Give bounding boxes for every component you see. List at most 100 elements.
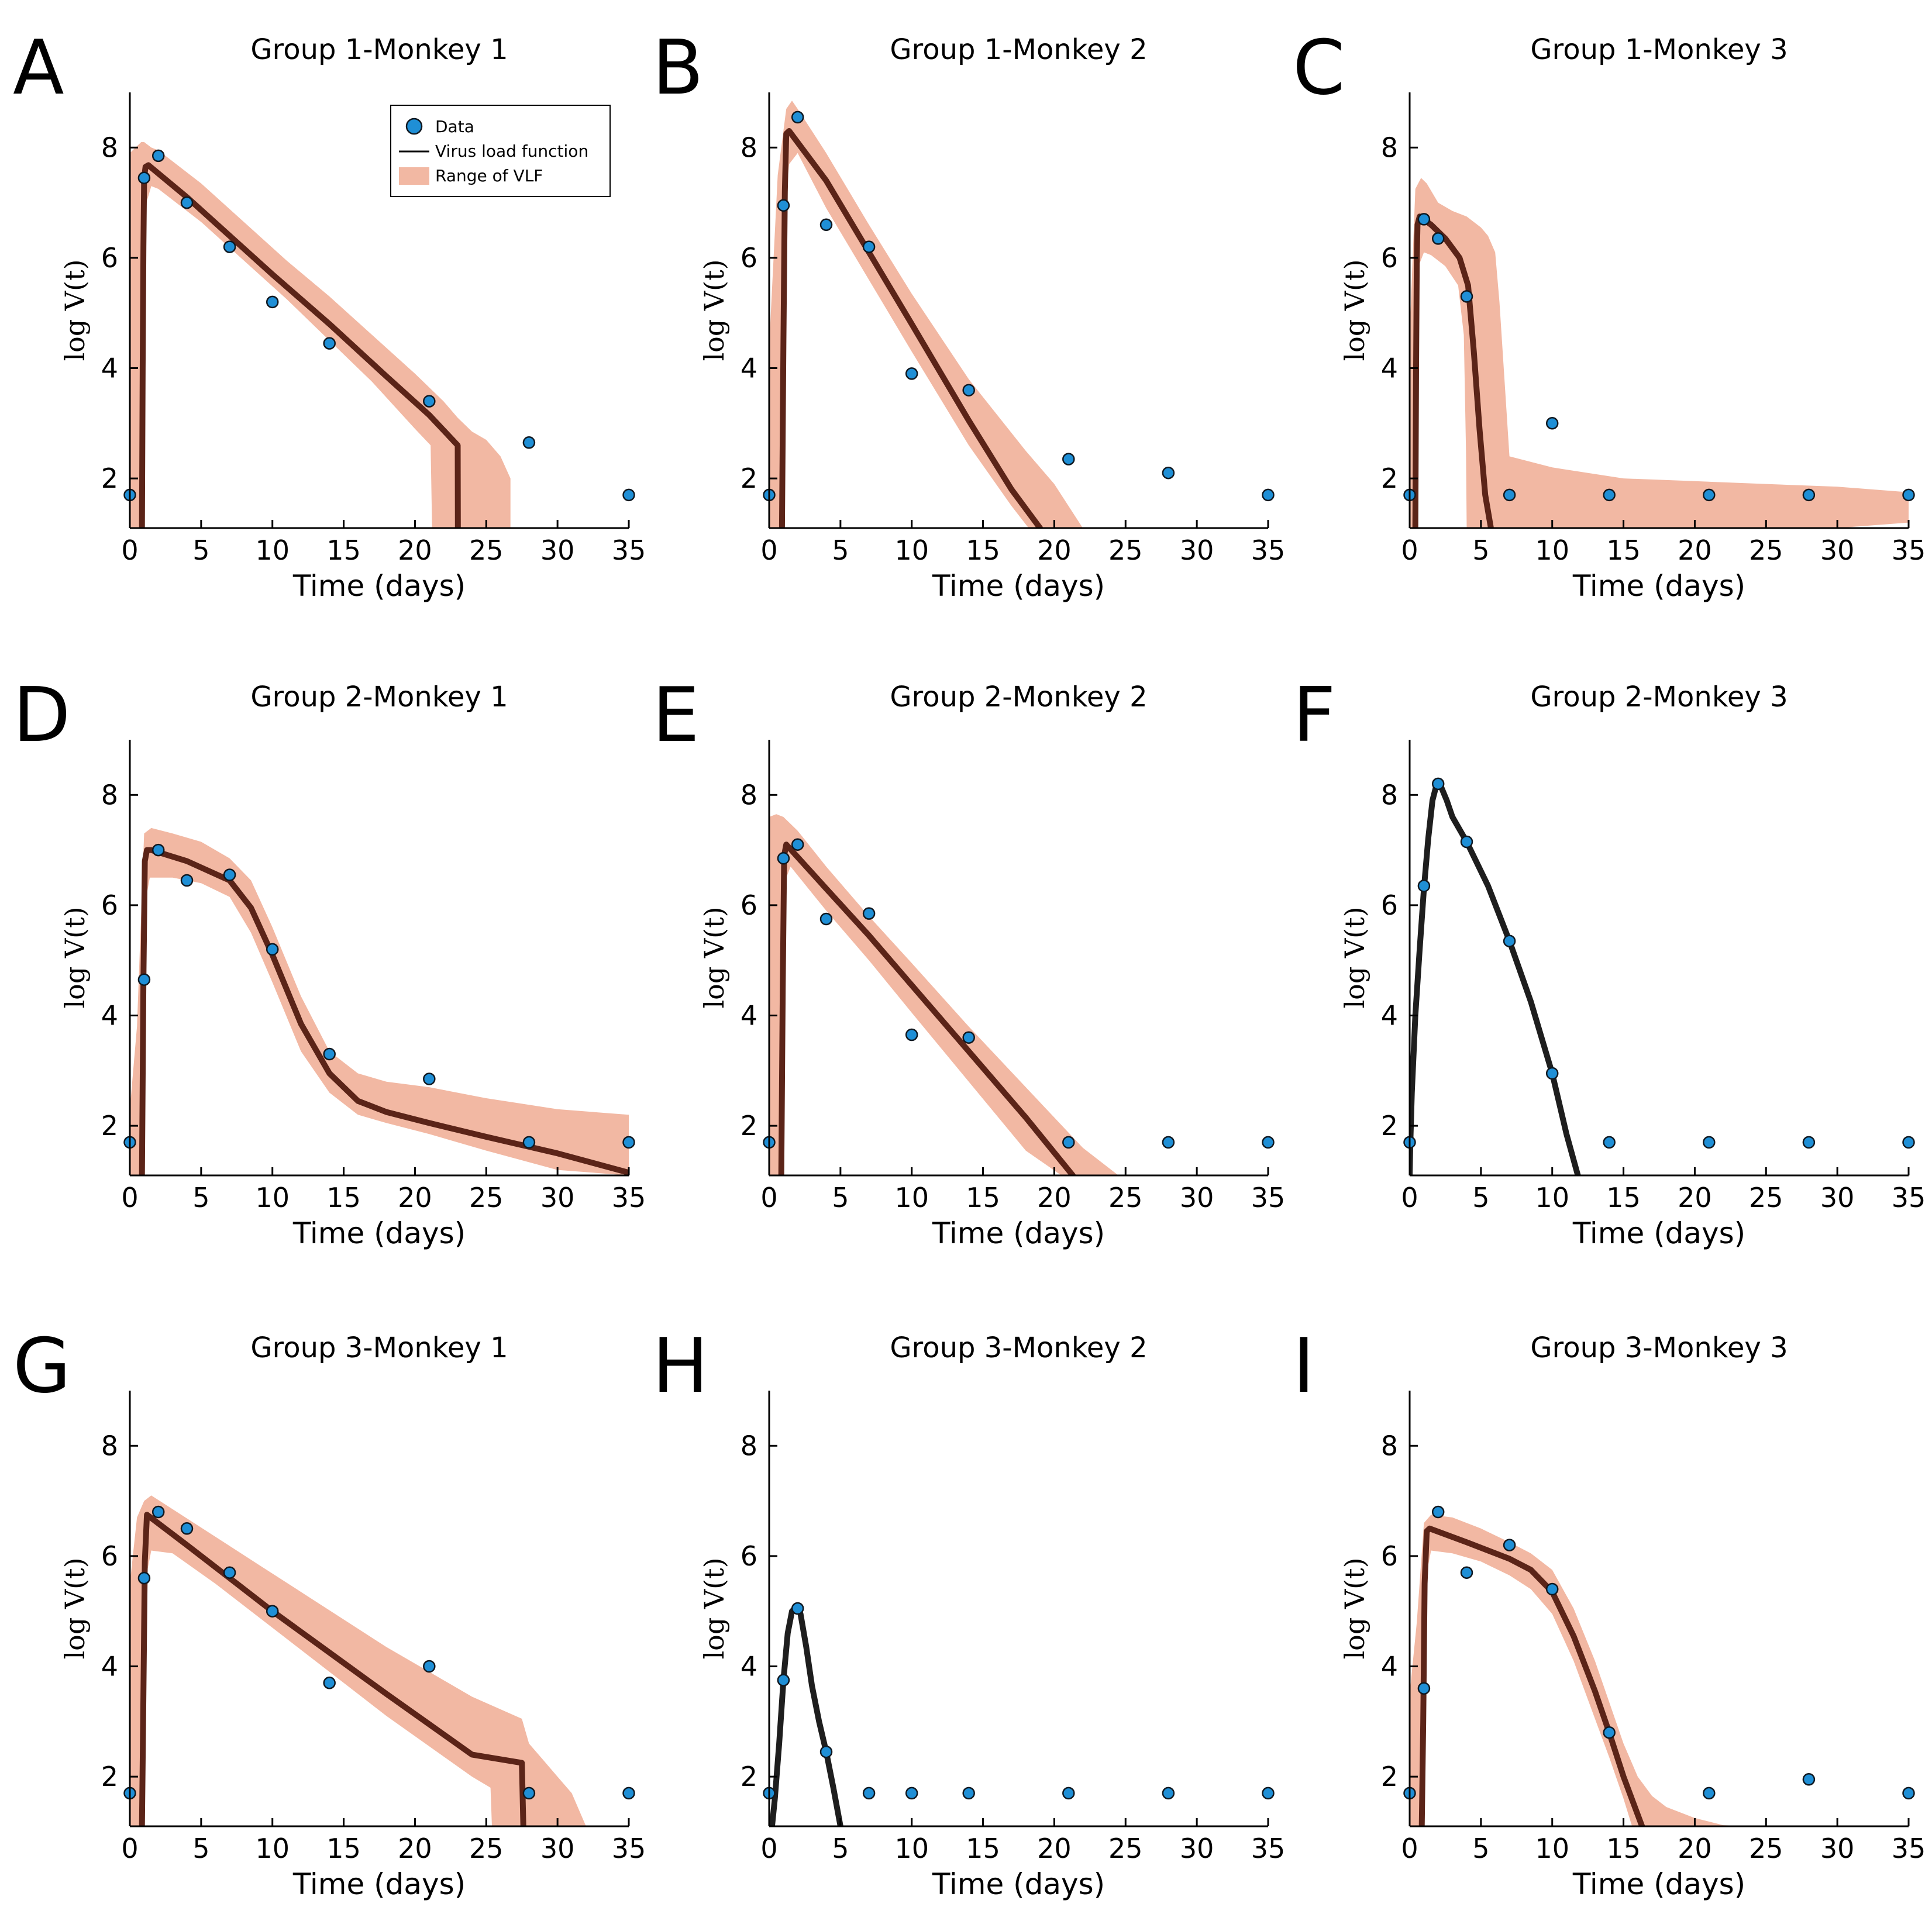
data-point [819, 218, 833, 232]
y-axis-label: log V(t) [1339, 259, 1370, 361]
x-tick-label: 15 [1606, 534, 1641, 566]
x-tick-label: 20 [1037, 534, 1072, 566]
x-tick-label: 35 [612, 1833, 646, 1864]
data-point [180, 874, 194, 887]
data-point [962, 384, 975, 396]
data-point [1460, 290, 1473, 303]
data-point [862, 1787, 876, 1800]
data-point [151, 149, 165, 163]
y-tick-label: 4 [1381, 1000, 1398, 1032]
y-tick-label: 8 [1381, 779, 1398, 811]
x-axis-label: Time (days) [932, 569, 1105, 603]
y-tick-label: 2 [101, 463, 118, 494]
x-axis-label: Time (days) [932, 1216, 1105, 1250]
panel-title: Group 2-Monkey 3 [1530, 681, 1788, 713]
x-tick-label: 25 [469, 1182, 504, 1213]
x-tick-label: 0 [1401, 1833, 1418, 1864]
data-point [423, 395, 436, 408]
data-point [1603, 1136, 1616, 1149]
data-point [522, 1787, 536, 1800]
x-tick-label: 25 [1108, 534, 1143, 566]
x-axis-label: Time (days) [1572, 1216, 1745, 1250]
x-tick-label: 0 [760, 1833, 777, 1864]
data-point [137, 171, 151, 184]
x-tick-label: 20 [1678, 1182, 1712, 1213]
data-point [791, 111, 804, 124]
y-tick-label: 2 [101, 1110, 118, 1141]
panel-letter: C [1293, 25, 1345, 112]
data-point [180, 196, 194, 209]
data-point [423, 1660, 436, 1673]
y-tick-label: 2 [1381, 1110, 1398, 1141]
y-tick-label: 2 [1381, 1761, 1398, 1792]
panel-title: Group 2-Monkey 1 [250, 681, 508, 713]
panel-letter: B [652, 25, 704, 112]
x-tick-label: 30 [540, 1833, 575, 1864]
data-point [323, 1047, 336, 1061]
y-tick-label: 6 [1381, 242, 1398, 274]
data-point [1703, 1787, 1716, 1800]
panel-letter: H [652, 1323, 708, 1410]
x-tick-label: 10 [894, 1833, 929, 1864]
range-band [1410, 1515, 1752, 1826]
y-tick-label: 2 [741, 1110, 757, 1141]
y-tick-label: 8 [101, 779, 118, 811]
x-tick-label: 0 [121, 534, 138, 566]
legend-band-label: Range of VLF [435, 166, 543, 185]
virus-load-line [778, 842, 1076, 1175]
data-point [1460, 835, 1473, 849]
data-point [1902, 1787, 1915, 1800]
y-tick-label: 4 [101, 1651, 118, 1682]
data-point [1162, 1787, 1175, 1800]
y-tick-label: 6 [101, 1540, 118, 1572]
x-tick-label: 0 [1401, 534, 1418, 566]
y-axis-label: log V(t) [59, 906, 91, 1008]
x-tick-label: 0 [760, 1182, 777, 1213]
x-tick-label: 30 [1820, 1182, 1855, 1213]
data-point [862, 907, 876, 920]
range-band [769, 814, 1119, 1175]
data-point [1062, 1787, 1075, 1800]
x-axis-label: Time (days) [1572, 569, 1745, 603]
virus-load-line [1410, 781, 1581, 1175]
data-point [622, 1136, 635, 1149]
x-tick-label: 25 [469, 1833, 504, 1864]
y-tick-label: 6 [101, 889, 118, 921]
x-tick-label: 5 [192, 534, 209, 566]
panel-letter: A [13, 25, 64, 112]
x-tick-label: 20 [398, 1833, 432, 1864]
virus-load-line [139, 162, 461, 528]
y-axis-label: log V(t) [1339, 1557, 1370, 1659]
panel-letter: E [652, 672, 700, 759]
y-tick-label: 6 [1381, 889, 1398, 921]
x-tick-label: 25 [469, 534, 504, 566]
x-tick-label: 5 [832, 1182, 849, 1213]
y-tick-label: 2 [741, 1761, 757, 1792]
virus-load-line [1418, 1525, 1645, 1826]
data-point [323, 1677, 336, 1689]
y-tick-label: 2 [1381, 463, 1398, 494]
panel-h: H Group 3-Monkey 2 0 5 10 15 20 25 30 35 2 4 6 8 Time … [652, 1323, 1285, 1901]
x-axis-label: Time (days) [292, 569, 466, 603]
data-point [423, 1072, 436, 1085]
x-tick-label: 20 [1678, 534, 1712, 566]
y-tick-label: 2 [741, 463, 757, 494]
x-tick-label: 35 [1251, 534, 1286, 566]
x-tick-label: 30 [1180, 1833, 1214, 1864]
data-point [522, 436, 536, 449]
panel-letter: I [1293, 1323, 1315, 1410]
data-point [1417, 1682, 1431, 1695]
x-tick-label: 35 [1892, 1182, 1926, 1213]
data-point [1802, 1773, 1816, 1786]
data-point [905, 1787, 918, 1800]
panel-d: D Group 2-Monkey 1 0 5 10 15 20 25 30 35 2 4 6 8 Time … [13, 672, 646, 1250]
data-point [1062, 1136, 1075, 1149]
x-tick-label: 35 [612, 1182, 646, 1213]
x-tick-label: 0 [1401, 1182, 1418, 1213]
range-band [130, 1495, 586, 1826]
x-tick-label: 25 [1749, 534, 1783, 566]
data-point [777, 852, 790, 865]
x-tick-label: 30 [1820, 534, 1855, 566]
x-tick-label: 10 [1535, 534, 1569, 566]
range-band [130, 142, 511, 528]
